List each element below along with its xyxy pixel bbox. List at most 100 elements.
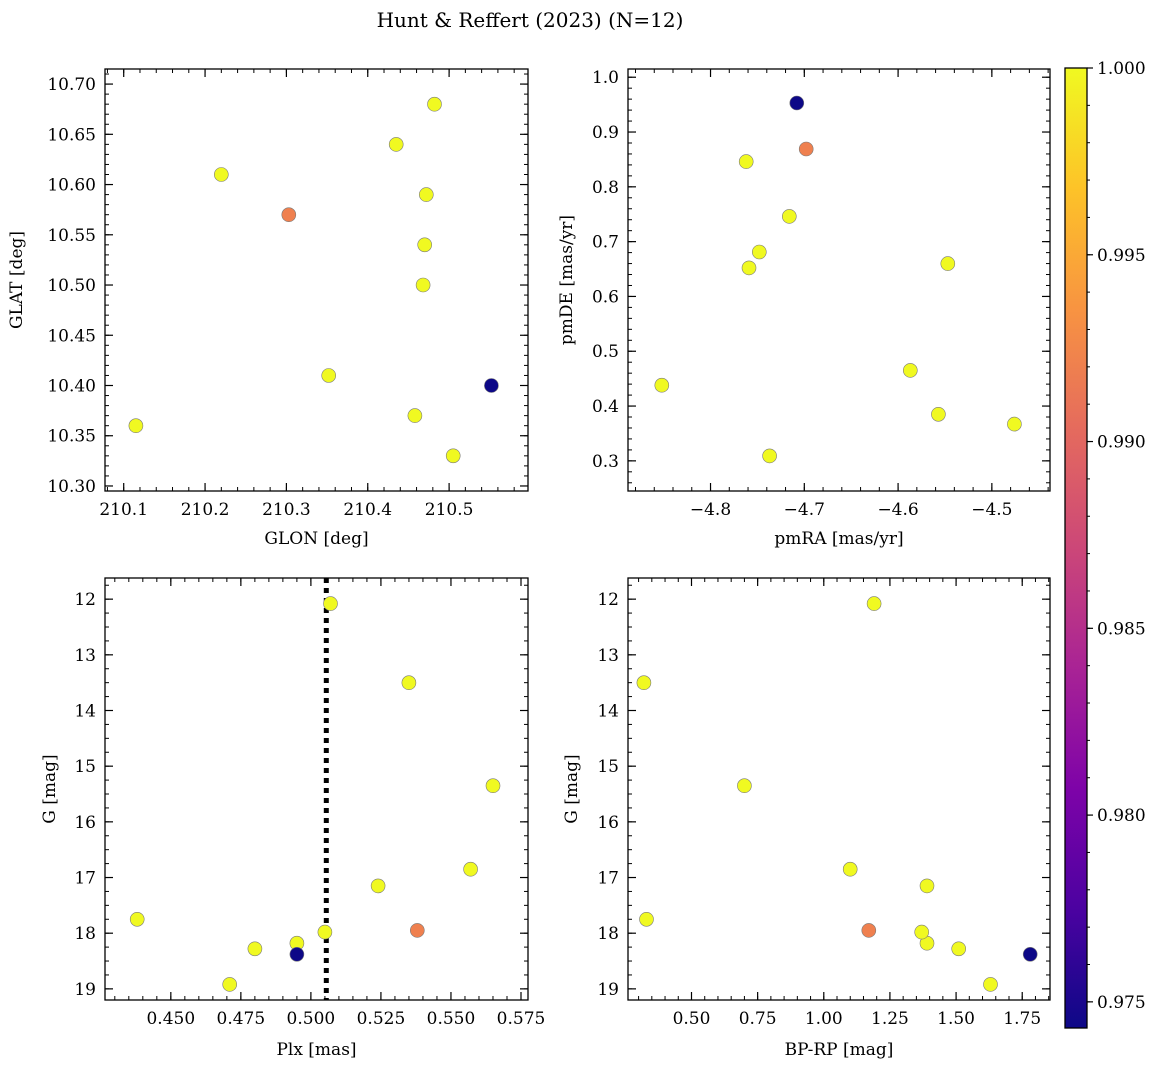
y-tick-label: 12 <box>74 590 96 610</box>
y-tick-label: 15 <box>74 757 96 777</box>
data-point <box>737 778 752 794</box>
data-point <box>415 277 431 293</box>
data-point <box>738 154 754 169</box>
colorbar-tick-label: 0.980 <box>1097 806 1146 826</box>
y-tick-label: 10.35 <box>47 427 96 447</box>
panel-proper-motion: −4.8 −4.7 −4.6 −4.5 0.3 0.4 0.5 0.6 0.7 0.8 0.9 1.0… <box>557 68 1051 549</box>
panel-parallax-magnitude: 0.450 0.475 0.500 0.525 0.550 0.575 12 13 14 15 16… <box>40 577 545 1060</box>
y-tick-label: 13 <box>597 646 619 666</box>
x-tick-label: 0.50 <box>673 1009 711 1029</box>
y-tick-label: 19 <box>597 980 619 1000</box>
colorbar-ticks: 0.975 0.980 0.985 0.990 0.995 1.000 <box>1087 59 1146 1013</box>
ticks-layer: 210.1 210.2 210.3 210.4 210.5 10.30 10.35 10.40… <box>47 69 528 520</box>
data-point <box>485 778 501 794</box>
data-point <box>866 596 882 611</box>
data-point <box>751 244 767 260</box>
y-tick-label: 0.8 <box>592 178 619 198</box>
y-tick-label: 14 <box>597 702 619 722</box>
data-point <box>370 878 386 894</box>
x-tick-label: −4.7 <box>784 500 825 520</box>
plot-frame <box>627 68 1051 492</box>
data-point <box>931 406 946 422</box>
data-point <box>983 977 998 992</box>
x-tick-label: 0.500 <box>287 1009 336 1029</box>
points-layer <box>654 95 1022 464</box>
points-layer <box>128 96 499 464</box>
y-tick-label: 10.50 <box>47 276 96 296</box>
x-tick-label: 1.00 <box>805 1009 843 1029</box>
figure-title: Hunt & Reffert (2023) (N=12) <box>377 8 684 32</box>
data-point <box>741 260 757 276</box>
data-point <box>409 923 425 938</box>
x-tick-label: 210.4 <box>343 500 392 520</box>
colorbar-tick-label: 0.985 <box>1097 619 1146 639</box>
data-point <box>427 96 442 112</box>
colorbar: 0.975 0.980 0.985 0.990 0.995 1.000 <box>1064 59 1146 1029</box>
x-axis-label: pmRA [mas/yr] <box>774 529 903 549</box>
panel-position: 210.1 210.2 210.3 210.4 210.5 10.30 10.35 10.40… <box>7 68 529 549</box>
data-point <box>781 209 797 224</box>
data-point <box>214 167 229 182</box>
data-point <box>281 207 297 222</box>
data-point <box>861 923 877 938</box>
data-point <box>388 137 404 152</box>
x-tick-label: 1.50 <box>937 1009 975 1029</box>
y-tick-label: 12 <box>597 590 619 610</box>
y-tick-label: 10.45 <box>47 326 96 346</box>
data-point <box>789 95 805 111</box>
plot-frame <box>104 68 529 492</box>
data-point <box>323 596 338 611</box>
y-tick-label: 18 <box>74 924 96 944</box>
y-tick-label: 0.3 <box>592 452 619 472</box>
y-tick-label: 19 <box>74 980 96 1000</box>
data-point <box>418 187 434 202</box>
data-point <box>762 448 777 464</box>
y-axis-label: G [mag] <box>562 754 582 823</box>
colorbar-tick-label: 0.995 <box>1097 246 1146 266</box>
data-point <box>842 861 858 877</box>
data-point <box>445 448 461 464</box>
y-tick-label: 16 <box>74 813 96 833</box>
x-tick-label: 0.475 <box>217 1009 266 1029</box>
points-layer <box>129 578 501 1000</box>
data-point <box>636 675 652 691</box>
y-tick-label: 10.30 <box>47 477 96 497</box>
colorbar-gradient <box>1065 68 1087 1028</box>
data-point <box>940 256 956 271</box>
data-point <box>484 378 499 393</box>
x-tick-label: 0.550 <box>427 1009 476 1029</box>
data-point <box>919 878 935 894</box>
x-tick-label: 0.75 <box>739 1009 777 1029</box>
data-point <box>317 924 333 940</box>
x-axis-label: BP-RP [mag] <box>785 1040 894 1060</box>
x-tick-label: 210.5 <box>425 500 474 520</box>
x-tick-label: 210.1 <box>99 500 148 520</box>
x-tick-label: 0.575 <box>497 1009 546 1029</box>
ticks-layer: 0.50 0.75 1.00 1.25 1.50 1.75 12 13 14 15 16 17 18 19 <box>597 578 1050 1029</box>
y-tick-label: 10.65 <box>47 125 96 145</box>
ticks-layer: 0.450 0.475 0.500 0.525 0.550 0.575 12 13 14 15 16… <box>74 578 545 1029</box>
y-axis-label: GLAT [deg] <box>7 231 27 329</box>
colorbar-tick-label: 1.000 <box>1097 59 1146 79</box>
data-point <box>222 977 237 992</box>
data-point <box>639 911 654 927</box>
y-tick-label: 16 <box>597 813 619 833</box>
data-point <box>1007 416 1022 432</box>
points-layer <box>636 596 1038 992</box>
data-point <box>407 408 423 423</box>
panel-color-magnitude: 0.50 0.75 1.00 1.25 1.50 1.75 12 13 14 15 16 17 18 19… <box>562 577 1051 1060</box>
x-tick-label: 0.525 <box>357 1009 406 1029</box>
x-axis-label: GLON [deg] <box>264 529 368 549</box>
colorbar-tick-label: 0.975 <box>1097 993 1146 1013</box>
y-axis-label: pmDE [mas/yr] <box>557 215 577 345</box>
data-point <box>1022 946 1038 962</box>
data-point <box>798 141 814 157</box>
colorbar-frame <box>1064 67 1088 1029</box>
data-point <box>654 377 670 393</box>
data-point <box>463 861 478 877</box>
x-tick-label: 1.25 <box>871 1009 909 1029</box>
y-tick-label: 10.60 <box>47 176 96 196</box>
x-tick-label: 0.450 <box>146 1009 195 1029</box>
y-tick-label: 17 <box>597 869 619 889</box>
